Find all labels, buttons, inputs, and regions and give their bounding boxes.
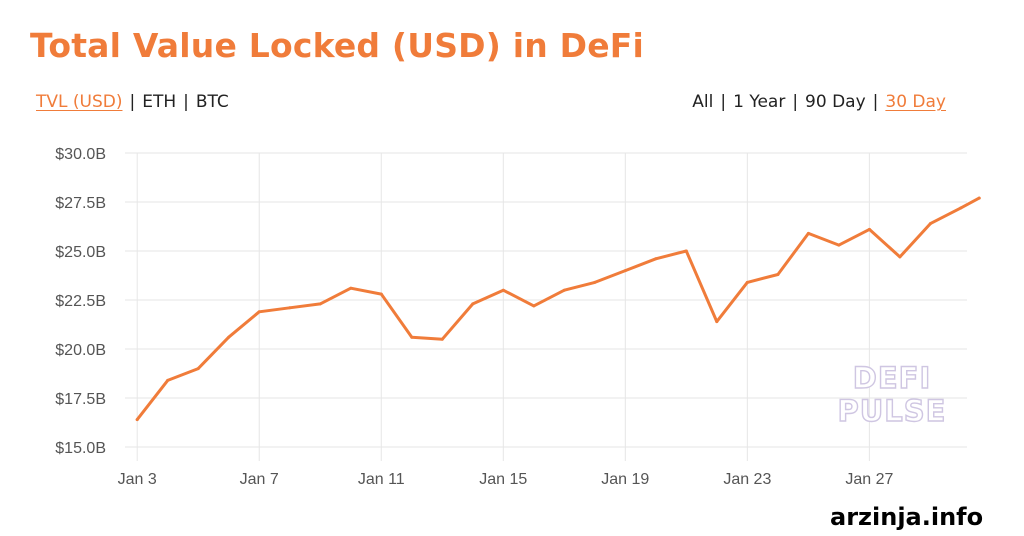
watermark-line-1: DEFI bbox=[852, 361, 932, 395]
y-tick-label: $25.0B bbox=[55, 244, 106, 261]
tab-separator: | bbox=[129, 92, 136, 112]
tab-separator: | bbox=[792, 92, 799, 112]
tab-btc[interactable]: BTC bbox=[195, 92, 229, 112]
data-point bbox=[623, 269, 627, 273]
vertical-gridlines bbox=[136, 153, 870, 461]
tab-range-90-day[interactable]: 90 Day bbox=[805, 92, 866, 112]
data-point bbox=[471, 302, 475, 306]
data-point bbox=[593, 280, 597, 284]
data-point bbox=[898, 255, 902, 259]
data-point bbox=[867, 227, 871, 231]
tab-range-all[interactable]: All bbox=[692, 92, 714, 112]
data-point bbox=[410, 335, 414, 339]
data-point bbox=[166, 378, 170, 382]
y-tick-label: $30.0B bbox=[55, 146, 106, 163]
data-point bbox=[135, 418, 139, 422]
x-tick-label: Jan 23 bbox=[723, 471, 771, 488]
data-point bbox=[379, 292, 383, 296]
x-tick-label: Jan 3 bbox=[118, 471, 157, 488]
data-point bbox=[776, 273, 780, 276]
tab-range-30-day[interactable]: 30 Day bbox=[885, 92, 946, 112]
y-tick-label: $27.5B bbox=[55, 195, 106, 212]
series-layer bbox=[135, 196, 981, 422]
watermark-line-2: PULSE bbox=[837, 394, 947, 428]
defi-pulse-watermark: DEFI PULSE bbox=[836, 361, 948, 428]
data-point bbox=[977, 196, 981, 200]
data-point bbox=[227, 335, 231, 339]
site-label: arzinja.info bbox=[830, 503, 984, 531]
y-tick-label: $22.5B bbox=[55, 293, 106, 310]
tab-range-1-year[interactable]: 1 Year bbox=[733, 92, 786, 112]
x-tick-label: Jan 11 bbox=[358, 471, 405, 488]
x-axis-tick-labels: Jan 3 Jan 7 Jan 11 Jan 15 Jan 19 Jan 23 Jan 27 bbox=[118, 471, 894, 488]
data-point bbox=[928, 222, 932, 226]
metric-tabs: TVL (USD) | ETH | BTC bbox=[36, 92, 229, 112]
data-point bbox=[257, 310, 261, 314]
x-tick-label: Jan 19 bbox=[601, 471, 649, 488]
page-title: Total Value Locked (USD) in DeFi bbox=[30, 26, 645, 65]
data-point bbox=[349, 286, 353, 290]
data-point bbox=[440, 337, 444, 341]
y-tick-label: $20.0B bbox=[55, 342, 106, 359]
data-point bbox=[532, 304, 536, 308]
data-point bbox=[562, 288, 566, 292]
data-point bbox=[654, 257, 658, 261]
data-point bbox=[745, 280, 749, 284]
x-tick-label: Jan 15 bbox=[479, 471, 527, 488]
tab-separator: | bbox=[183, 92, 189, 112]
tab-separator: | bbox=[720, 92, 727, 112]
tab-tvl-usd[interactable]: TVL (USD) bbox=[36, 92, 123, 112]
horizontal-gridlines bbox=[125, 152, 967, 448]
data-point bbox=[318, 302, 322, 306]
data-point bbox=[684, 249, 688, 253]
data-point bbox=[288, 306, 292, 310]
data-point bbox=[501, 288, 505, 292]
tab-eth[interactable]: ETH bbox=[142, 92, 177, 112]
y-tick-label: $15.0B bbox=[55, 440, 106, 457]
data-point bbox=[959, 206, 963, 210]
tab-separator: | bbox=[872, 92, 879, 112]
data-point bbox=[837, 243, 841, 247]
x-tick-label: Jan 27 bbox=[845, 471, 893, 488]
y-tick-label: $17.5B bbox=[55, 391, 106, 408]
y-axis-tick-labels: $15.0B $17.5B $20.0B $22.5B $25.0B $27.5B $30.… bbox=[55, 146, 106, 457]
data-point bbox=[806, 231, 810, 235]
x-tick-label: Jan 7 bbox=[240, 471, 279, 488]
data-point bbox=[715, 320, 719, 324]
range-tabs: All | 1 Year | 90 Day | 30 Day bbox=[692, 92, 946, 112]
data-point bbox=[196, 367, 200, 371]
